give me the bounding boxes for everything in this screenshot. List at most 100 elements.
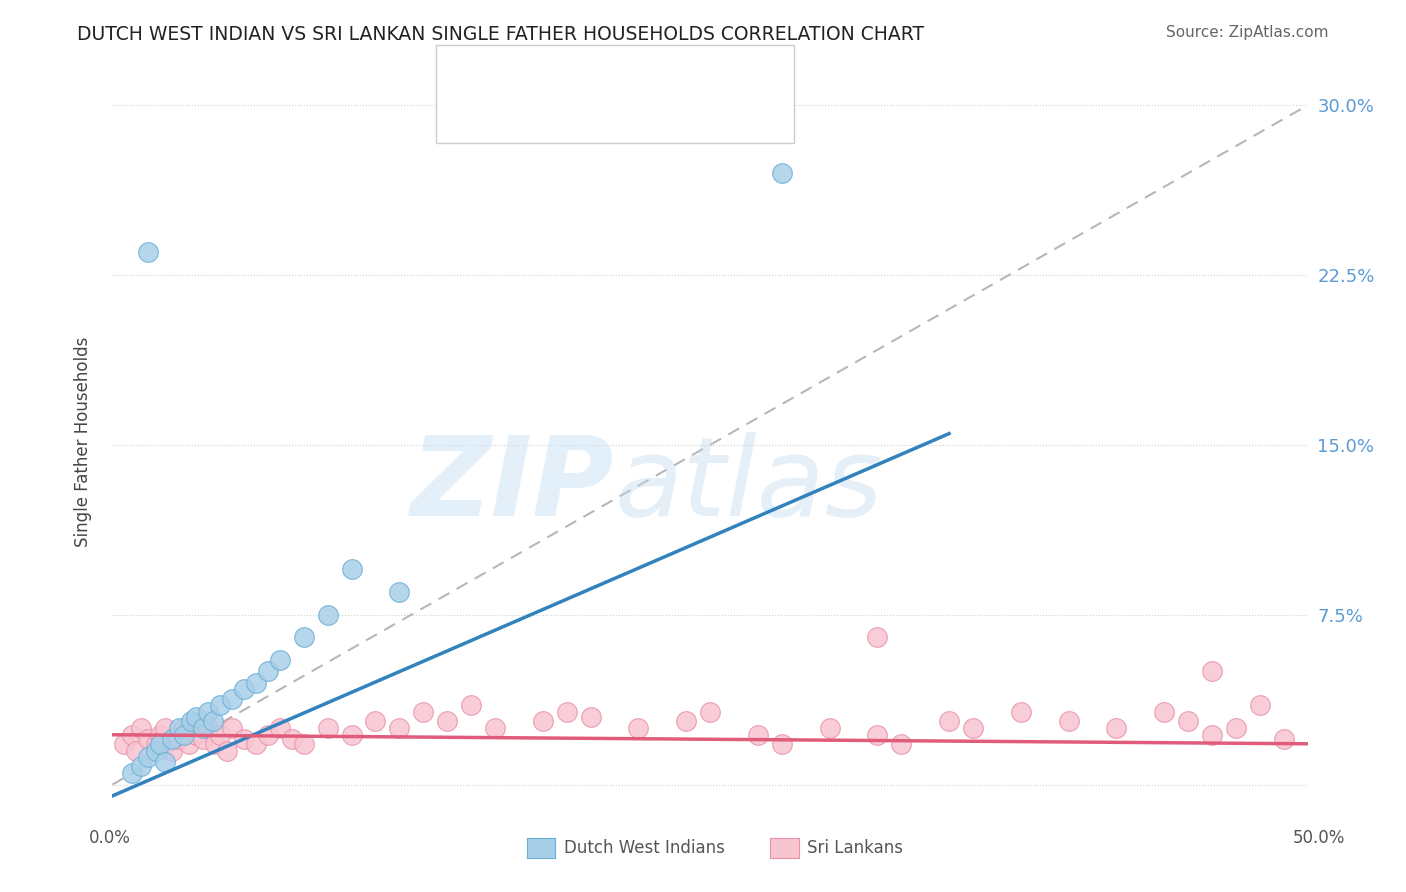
Point	[245, 675, 267, 690]
Text: Source: ZipAtlas.com: Source: ZipAtlas.com	[1166, 25, 1329, 40]
Point	[962, 721, 984, 735]
Point	[186, 709, 208, 723]
Point	[138, 732, 160, 747]
Point	[162, 732, 183, 747]
Text: 50.0%: 50.0%	[1292, 829, 1346, 847]
Text: 0.0%: 0.0%	[89, 829, 131, 847]
Point	[177, 737, 200, 751]
Point	[193, 732, 215, 747]
Point	[257, 728, 280, 742]
Point	[162, 743, 183, 757]
Point	[114, 737, 135, 751]
Y-axis label: Single Father Households: Single Father Households	[73, 336, 91, 547]
Text: Dutch West Indians: Dutch West Indians	[564, 839, 724, 857]
Point	[173, 721, 195, 735]
Point	[169, 721, 191, 735]
Point	[221, 691, 243, 706]
Point	[193, 721, 215, 735]
Point	[129, 759, 152, 773]
Point	[1272, 732, 1295, 747]
Point	[186, 728, 208, 742]
Point	[579, 709, 602, 723]
Text: R =: R =	[496, 103, 533, 120]
Point	[138, 750, 160, 764]
Point	[866, 631, 889, 645]
Point	[153, 721, 176, 735]
Point	[169, 732, 191, 747]
Point	[121, 766, 143, 780]
Point	[269, 721, 291, 735]
Point	[221, 721, 243, 735]
Point	[204, 737, 226, 751]
Text: -0.055: -0.055	[536, 103, 595, 120]
Point	[555, 705, 578, 719]
Point	[233, 682, 256, 697]
Point	[364, 714, 387, 728]
Point	[129, 721, 152, 735]
Text: Sri Lankans: Sri Lankans	[807, 839, 903, 857]
Point	[1010, 705, 1032, 719]
Text: atlas: atlas	[614, 433, 883, 540]
Point	[209, 728, 232, 742]
Point	[316, 721, 339, 735]
Point	[675, 714, 697, 728]
Point	[269, 653, 291, 667]
Point	[257, 665, 280, 679]
Point	[245, 737, 267, 751]
Point	[531, 714, 554, 728]
Text: R =: R =	[496, 63, 533, 81]
Point	[1057, 714, 1080, 728]
Point	[233, 732, 256, 747]
Point	[149, 728, 172, 742]
Text: N =: N =	[602, 103, 638, 120]
Point	[460, 698, 482, 713]
Point	[281, 732, 304, 747]
Point	[627, 721, 650, 735]
Point	[866, 728, 889, 742]
Text: 0.485: 0.485	[536, 63, 588, 81]
Point	[1105, 721, 1128, 735]
Point	[180, 714, 202, 728]
Point	[436, 714, 458, 728]
Text: 57: 57	[637, 103, 659, 120]
Point	[209, 698, 232, 713]
Point	[1201, 728, 1223, 742]
Point	[770, 737, 793, 751]
Point	[149, 737, 172, 751]
Point	[770, 166, 793, 180]
Point	[938, 714, 960, 728]
Point	[292, 631, 315, 645]
Point	[145, 743, 167, 757]
Point	[121, 728, 143, 742]
Point	[1177, 714, 1199, 728]
Point	[292, 737, 315, 751]
Point	[388, 721, 411, 735]
Text: 26: 26	[637, 63, 659, 81]
Point	[1225, 721, 1247, 735]
Point	[484, 721, 506, 735]
Point	[173, 728, 195, 742]
Point	[340, 562, 363, 576]
Point	[1153, 705, 1175, 719]
Text: ZIP: ZIP	[411, 433, 614, 540]
Point	[388, 585, 411, 599]
Point	[747, 728, 769, 742]
Point	[316, 607, 339, 622]
Point	[1249, 698, 1271, 713]
Point	[138, 245, 160, 260]
Point	[153, 755, 176, 769]
Point	[699, 705, 721, 719]
Point	[340, 728, 363, 742]
Point	[197, 705, 219, 719]
Point	[1201, 665, 1223, 679]
Point	[145, 737, 167, 751]
Point	[125, 743, 148, 757]
Text: DUTCH WEST INDIAN VS SRI LANKAN SINGLE FATHER HOUSEHOLDS CORRELATION CHART: DUTCH WEST INDIAN VS SRI LANKAN SINGLE F…	[77, 25, 925, 44]
Point	[217, 743, 239, 757]
Point	[197, 721, 219, 735]
Point	[201, 714, 224, 728]
Point	[818, 721, 841, 735]
Text: N =: N =	[602, 63, 638, 81]
Point	[890, 737, 912, 751]
Point	[412, 705, 434, 719]
